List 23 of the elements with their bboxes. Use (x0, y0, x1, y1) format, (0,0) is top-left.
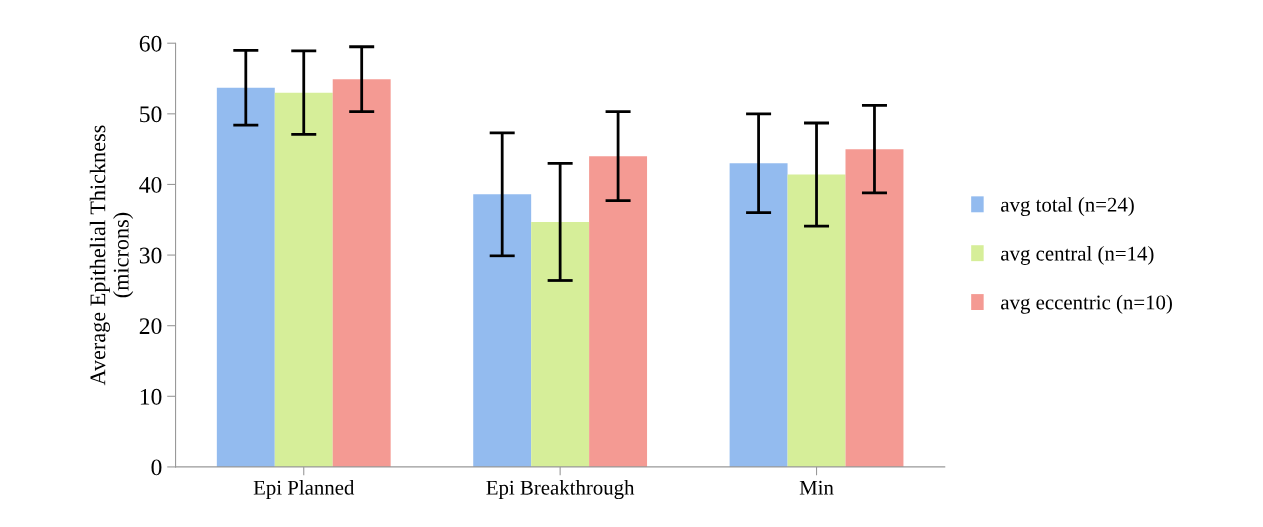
bar (332, 79, 391, 467)
x-tick-label: Min (799, 480, 834, 495)
bar (589, 156, 648, 467)
legend-label: avg central (n=14) (1001, 245, 1154, 265)
legend-label: avg eccentric (n=10) (1001, 294, 1172, 314)
y-tick-label: 40 (139, 176, 162, 193)
y-tick-label: 30 (139, 247, 162, 264)
bar (729, 163, 788, 467)
y-tick-label: 20 (139, 318, 162, 335)
legend-label: avg total (n=24) (1001, 197, 1134, 217)
bar (787, 174, 846, 467)
bar (216, 87, 275, 467)
x-tick-label: Epi Breakthrough (486, 480, 635, 500)
y-tick-label: 60 (139, 35, 162, 52)
bar (473, 194, 532, 467)
bar (845, 149, 904, 467)
y-tick-label: 10 (140, 388, 162, 405)
y-axis-title: Average Epithelial Thickness (microns) (89, 125, 134, 386)
y-tick-label: 0 (151, 459, 162, 476)
bar (274, 92, 333, 467)
bar (531, 221, 590, 467)
y-tick-label: 50 (140, 106, 162, 123)
x-tick-label: Epi Planned (253, 480, 355, 500)
